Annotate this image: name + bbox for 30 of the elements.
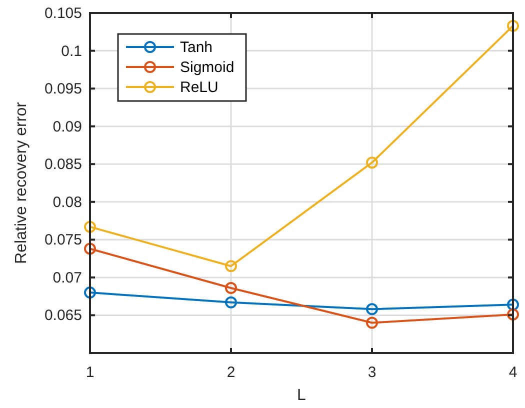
y-tick-label: 0.075 [44,232,82,249]
point [84,286,96,299]
point [84,220,96,233]
point [507,308,519,320]
y-tick-label: 0.08 [52,194,82,211]
x-tick-label: 2 [226,364,236,381]
legend-label: Sigmoid [180,59,234,76]
x-tick-label: 1 [86,364,94,381]
point [507,298,519,311]
y-tick-label: 0.1 [61,42,82,60]
x-tick-label: 3 [368,364,376,381]
point [507,20,519,32]
legend-label: ReLU [180,79,218,96]
legend-label: Tanh [180,39,213,56]
point [225,296,237,308]
point [225,260,237,272]
point [366,156,378,169]
x-axis-title: L [297,387,306,404]
y-axis-title: Relative recovery error [13,101,30,264]
y-tick-label: 0.095 [44,80,82,98]
y-tick-label: 0.07 [52,269,82,286]
point [84,242,96,255]
y-tick-label: 0.09 [52,118,82,136]
point [225,282,237,294]
y-tick-label: 0.085 [44,156,82,174]
y-tick-label: 0.065 [44,307,82,324]
point [366,316,378,329]
point [366,303,378,316]
x-tick-label: 4 [508,364,518,381]
y-tick-label: 0.105 [44,5,82,22]
